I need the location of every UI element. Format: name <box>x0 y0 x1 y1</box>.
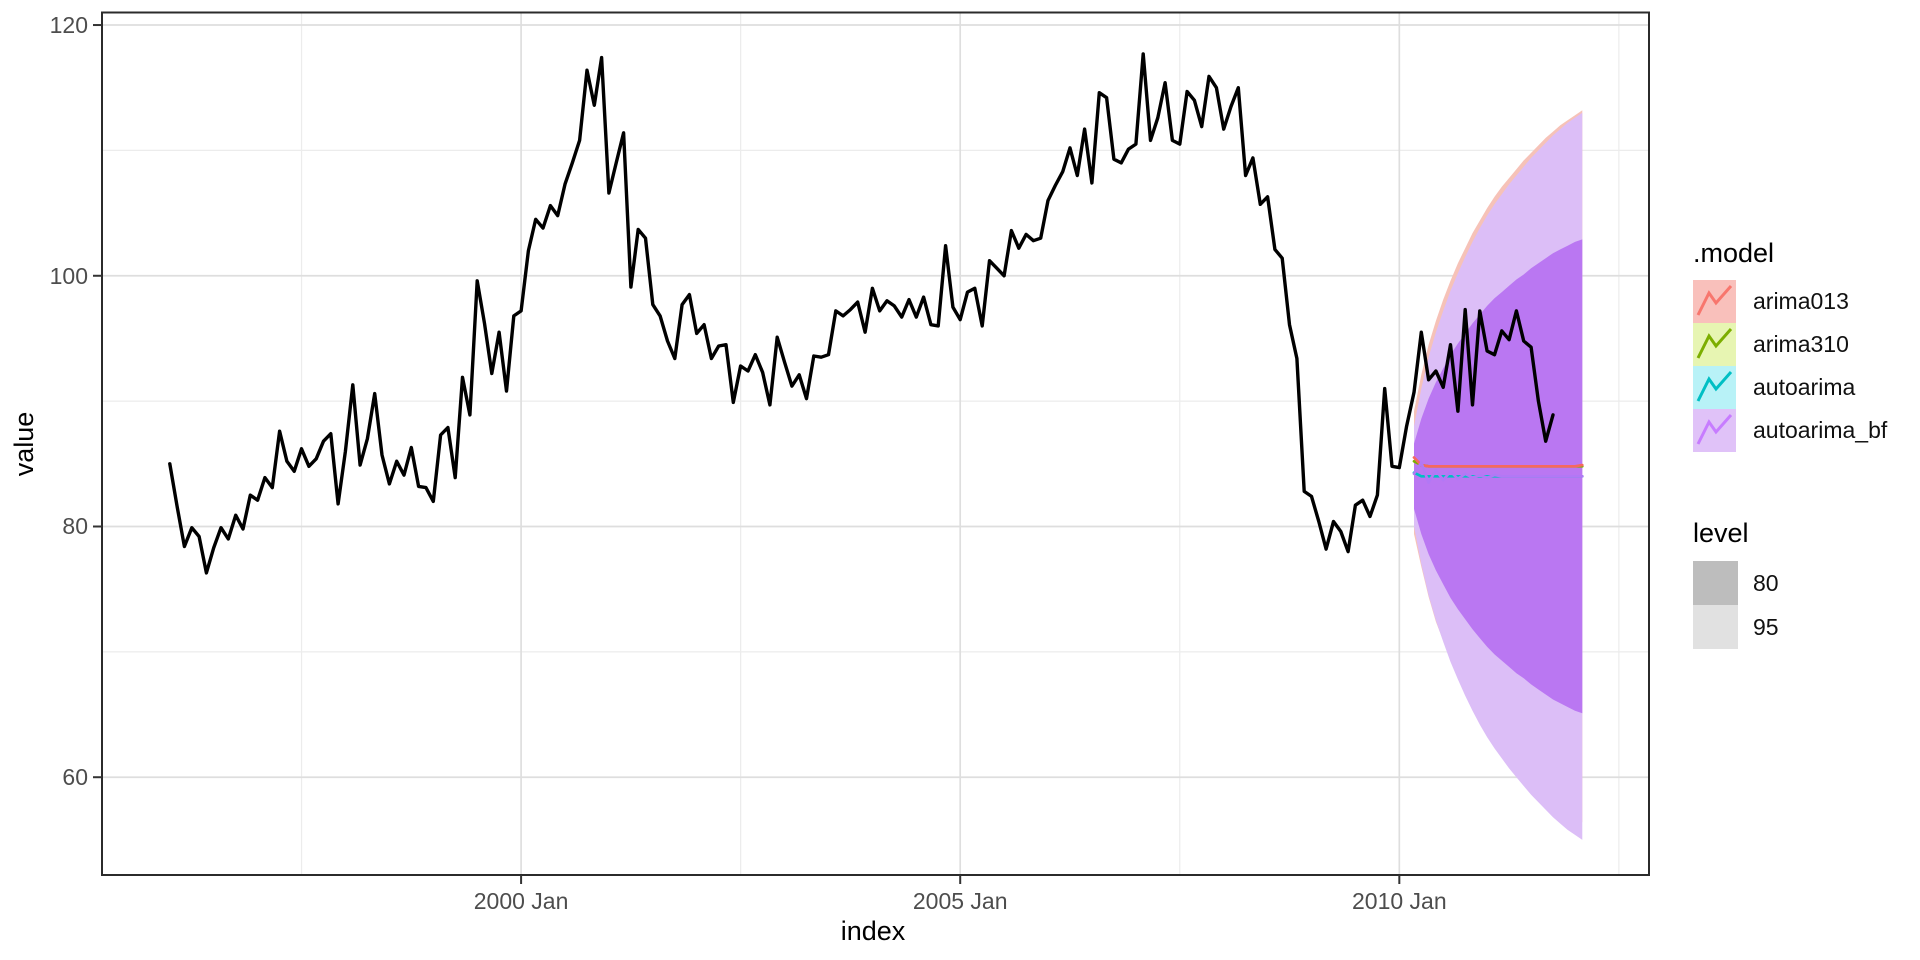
level-label: 95 <box>1753 614 1779 640</box>
level-legend-title: level <box>1693 518 1749 548</box>
x-tick-label: 2000 Jan <box>473 888 569 914</box>
legend-label: arima013 <box>1753 288 1849 314</box>
x-axis-title: index <box>840 916 906 946</box>
legend-label: arima310 <box>1753 331 1849 357</box>
y-axis-title: value <box>9 411 39 477</box>
history-line <box>168 52 1555 575</box>
legend-key-autoarima_bf-icon <box>1693 409 1736 452</box>
legend-key-autoarima-icon <box>1693 366 1736 409</box>
timeseries-key-glyph <box>1696 285 1733 316</box>
y-tick-label: 80 <box>62 513 88 540</box>
panel-border <box>101 11 1650 876</box>
level-label: 80 <box>1753 570 1779 596</box>
model-legend-title: .model <box>1693 238 1775 268</box>
legend-key-arima310-icon <box>1693 323 1736 366</box>
y-tick-label: 60 <box>62 764 88 791</box>
level-key-95-icon <box>1693 605 1738 649</box>
legend-key-arima013-icon <box>1693 280 1736 323</box>
legend-label: autoarima <box>1753 374 1856 400</box>
legend-label: autoarima_bf <box>1753 417 1888 443</box>
y-tick-label: 100 <box>49 262 88 289</box>
level-key-80-icon <box>1693 561 1738 605</box>
timeseries-key-glyph <box>1696 328 1733 359</box>
timeseries-key-glyph <box>1696 414 1733 445</box>
forecast-line-arima013 <box>1412 456 1584 468</box>
timeseries-key-glyph <box>1696 371 1733 402</box>
x-tick-label: 2005 Jan <box>912 888 1008 914</box>
x-tick-label: 2010 Jan <box>1351 888 1447 914</box>
forecast-line-autoarima_bf <box>1412 461 1584 484</box>
y-tick-label: 120 <box>49 12 88 39</box>
